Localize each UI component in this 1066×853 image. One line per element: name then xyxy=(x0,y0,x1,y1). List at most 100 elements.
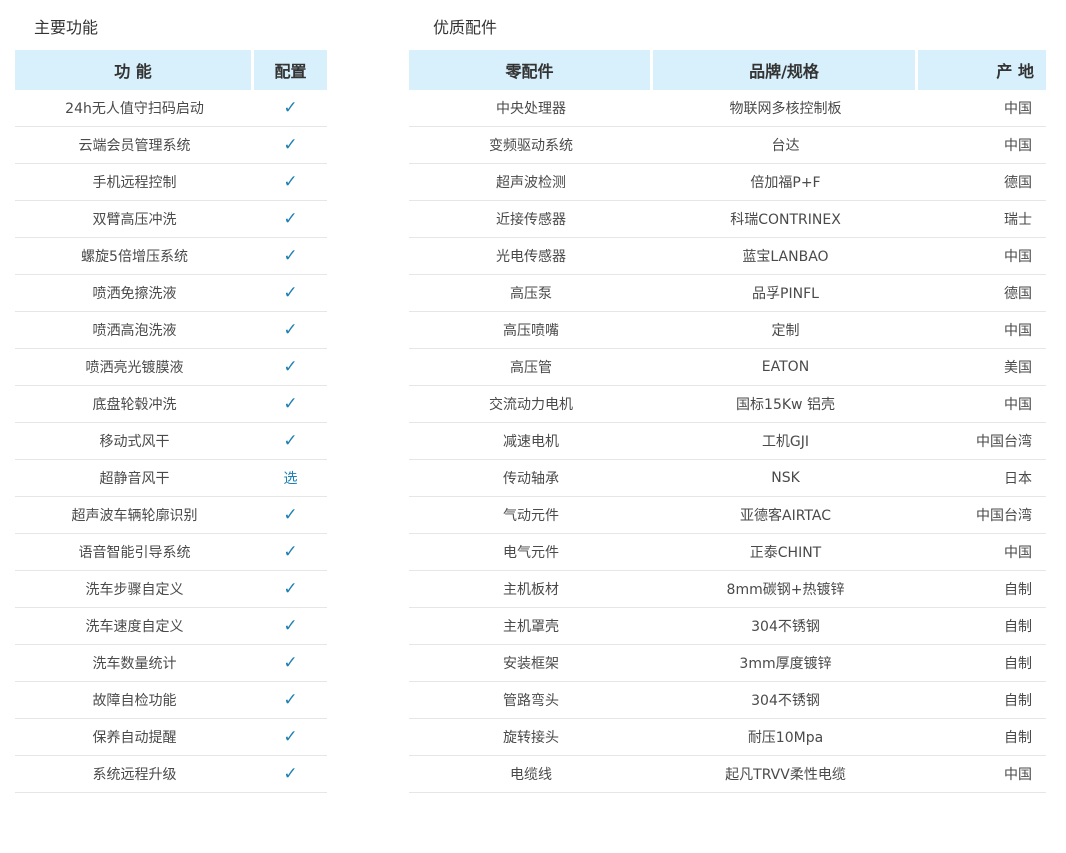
table-row: 近接传感器 科瑞CONTRINEX 瑞士 xyxy=(409,201,1046,238)
table-row: 传动轴承 NSK 日本 xyxy=(409,460,1046,497)
feature-name: 喷洒高泡洗液 xyxy=(15,312,254,349)
feature-name: 底盘轮毂冲洗 xyxy=(15,386,254,423)
part-brand: NSK xyxy=(653,460,918,497)
feature-name: 云端会员管理系统 xyxy=(15,127,254,164)
header-brand: 品牌/规格 xyxy=(653,50,918,90)
check-icon: ✓ xyxy=(254,497,327,534)
part-origin: 中国台湾 xyxy=(918,423,1046,460)
part-origin: 中国 xyxy=(918,238,1046,275)
table-row: 管路弯头 304不锈钢 自制 xyxy=(409,682,1046,719)
check-icon: ✓ xyxy=(254,349,327,386)
table-row: 交流动力电机 国标15Kw 铝壳 中国 xyxy=(409,386,1046,423)
part-brand: 起凡TRVV柔性电缆 xyxy=(653,756,918,793)
part-origin: 中国 xyxy=(918,756,1046,793)
check-icon: ✓ xyxy=(254,571,327,608)
table-row: 电缆线 起凡TRVV柔性电缆 中国 xyxy=(409,756,1046,793)
check-icon: ✓ xyxy=(254,127,327,164)
part-brand: 304不锈钢 xyxy=(653,608,918,645)
feature-name: 洗车速度自定义 xyxy=(15,608,254,645)
part-name: 旋转接头 xyxy=(409,719,653,756)
feature-name: 螺旋5倍增压系统 xyxy=(15,238,254,275)
part-origin: 美国 xyxy=(918,349,1046,386)
part-brand: 定制 xyxy=(653,312,918,349)
table-row: 高压泵 品孚PINFL 德国 xyxy=(409,275,1046,312)
header-part: 零配件 xyxy=(409,50,653,90)
check-icon: ✓ xyxy=(254,201,327,238)
part-origin: 自制 xyxy=(918,645,1046,682)
table-row: 双臂高压冲洗 ✓ xyxy=(15,201,327,238)
table-row: 减速电机 工机GJI 中国台湾 xyxy=(409,423,1046,460)
part-brand: 蓝宝LANBAO xyxy=(653,238,918,275)
table-row: 洗车步骤自定义 ✓ xyxy=(15,571,327,608)
header-origin: 产 地 xyxy=(918,50,1046,90)
part-brand: 304不锈钢 xyxy=(653,682,918,719)
part-name: 管路弯头 xyxy=(409,682,653,719)
part-origin: 中国 xyxy=(918,386,1046,423)
parts-title: 优质配件 xyxy=(433,18,498,37)
table-row: 喷洒高泡洗液 ✓ xyxy=(15,312,327,349)
part-origin: 中国 xyxy=(918,534,1046,571)
feature-name: 喷洒免擦洗液 xyxy=(15,275,254,312)
part-brand: 倍加福P+F xyxy=(653,164,918,201)
feature-name: 语音智能引导系统 xyxy=(15,534,254,571)
part-brand: 物联网多核控制板 xyxy=(653,90,918,127)
part-name: 超声波检测 xyxy=(409,164,653,201)
part-origin: 中国 xyxy=(918,90,1046,127)
part-name: 近接传感器 xyxy=(409,201,653,238)
table-row: 喷洒亮光镀膜液 ✓ xyxy=(15,349,327,386)
check-icon: ✓ xyxy=(254,386,327,423)
feature-name: 故障自检功能 xyxy=(15,682,254,719)
check-icon: ✓ xyxy=(254,423,327,460)
header-config: 配置 xyxy=(254,50,327,90)
check-icon: ✓ xyxy=(254,164,327,201)
feature-name: 洗车步骤自定义 xyxy=(15,571,254,608)
feature-name: 系统远程升级 xyxy=(15,756,254,793)
check-icon: ✓ xyxy=(254,682,327,719)
header-feature: 功 能 xyxy=(15,50,254,90)
part-brand: 亚德客AIRTAC xyxy=(653,497,918,534)
check-icon: ✓ xyxy=(254,312,327,349)
part-brand: 台达 xyxy=(653,127,918,164)
check-icon: ✓ xyxy=(254,90,327,127)
part-origin: 日本 xyxy=(918,460,1046,497)
feature-name: 手机远程控制 xyxy=(15,164,254,201)
table-row: 系统远程升级 ✓ xyxy=(15,756,327,793)
feature-name: 24h无人值守扫码启动 xyxy=(15,90,254,127)
part-origin: 中国 xyxy=(918,127,1046,164)
table-row: 底盘轮毂冲洗 ✓ xyxy=(15,386,327,423)
feature-name: 洗车数量统计 xyxy=(15,645,254,682)
check-icon: ✓ xyxy=(254,645,327,682)
feature-name: 喷洒亮光镀膜液 xyxy=(15,349,254,386)
check-icon: ✓ xyxy=(254,275,327,312)
table-row: 高压管 EATON 美国 xyxy=(409,349,1046,386)
table-row: 超声波车辆轮廓识别 ✓ xyxy=(15,497,327,534)
part-name: 减速电机 xyxy=(409,423,653,460)
table-row: 中央处理器 物联网多核控制板 中国 xyxy=(409,90,1046,127)
table-row: 安装框架 3mm厚度镀锌 自制 xyxy=(409,645,1046,682)
part-name: 光电传感器 xyxy=(409,238,653,275)
check-icon: ✓ xyxy=(254,719,327,756)
table-row: 云端会员管理系统 ✓ xyxy=(15,127,327,164)
part-origin: 瑞士 xyxy=(918,201,1046,238)
feature-name: 移动式风干 xyxy=(15,423,254,460)
table-row: 移动式风干 ✓ xyxy=(15,423,327,460)
part-brand: 品孚PINFL xyxy=(653,275,918,312)
part-name: 变频驱动系统 xyxy=(409,127,653,164)
part-origin: 中国 xyxy=(918,312,1046,349)
table-row: 超声波检测 倍加福P+F 德国 xyxy=(409,164,1046,201)
part-brand: 工机GJI xyxy=(653,423,918,460)
feature-name: 超声波车辆轮廓识别 xyxy=(15,497,254,534)
part-brand: 耐压10Mpa xyxy=(653,719,918,756)
part-brand: 科瑞CONTRINEX xyxy=(653,201,918,238)
part-brand: EATON xyxy=(653,349,918,386)
table-row: 变频驱动系统 台达 中国 xyxy=(409,127,1046,164)
table-row: 保养自动提醒 ✓ xyxy=(15,719,327,756)
table-row: 故障自检功能 ✓ xyxy=(15,682,327,719)
table-row: 主机板材 8mm碳钢+热镀锌 自制 xyxy=(409,571,1046,608)
table-row: 洗车数量统计 ✓ xyxy=(15,645,327,682)
parts-table: 零配件 品牌/规格 产 地 中央处理器 物联网多核控制板 中国 变频驱动系统 台达… xyxy=(409,50,1046,793)
part-name: 高压管 xyxy=(409,349,653,386)
features-table: 功 能 配置 24h无人值守扫码启动 ✓ 云端会员管理系统 ✓ 手机远程控制 ✓ 双臂… xyxy=(15,50,327,793)
table-row: 气动元件 亚德客AIRTAC 中国台湾 xyxy=(409,497,1046,534)
table-row: 语音智能引导系统 ✓ xyxy=(15,534,327,571)
